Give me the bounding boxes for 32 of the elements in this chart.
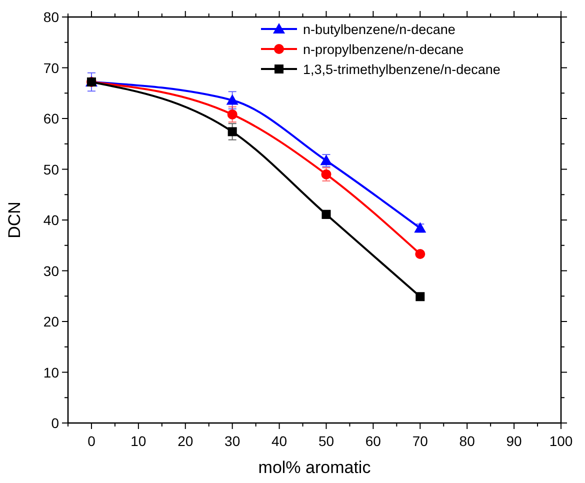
y-tick-label: 40 bbox=[43, 212, 60, 228]
x-tick-label: 90 bbox=[506, 433, 522, 449]
point bbox=[227, 109, 238, 120]
y-tick-label: 50 bbox=[43, 161, 60, 178]
y-tick-label: 30 bbox=[43, 262, 60, 279]
y-tick-label: 80 bbox=[43, 9, 60, 25]
y-tick-label: 10 bbox=[43, 364, 60, 380]
point bbox=[415, 249, 426, 260]
y-tick-label: 20 bbox=[43, 314, 60, 330]
point bbox=[226, 94, 238, 105]
x-tick-label: 30 bbox=[224, 433, 240, 449]
legend-label: 1,3,5-trimethylbenzene/n-decane bbox=[303, 62, 500, 77]
x-tick-label: 80 bbox=[459, 433, 476, 449]
point bbox=[321, 169, 332, 180]
legend-label: n-propylbenzene/n-decane bbox=[303, 42, 464, 57]
y-axis-title: DCN bbox=[5, 202, 24, 238]
x-tick-label: 10 bbox=[130, 433, 146, 449]
point bbox=[320, 154, 332, 166]
x-tick-label: 0 bbox=[88, 433, 96, 449]
x-tick-label: 100 bbox=[549, 433, 573, 449]
x-tick-label: 60 bbox=[365, 433, 382, 449]
y-tick-label: 70 bbox=[43, 60, 60, 76]
x-axis-title: mol% aromatic bbox=[258, 458, 372, 477]
point bbox=[416, 292, 425, 302]
x-tick-label: 50 bbox=[318, 433, 334, 449]
x-tick-label: 20 bbox=[178, 433, 194, 449]
point bbox=[228, 127, 237, 136]
x-tick-label: 40 bbox=[271, 433, 288, 449]
y-tick-label: 60 bbox=[43, 110, 60, 126]
x-tick-label: 70 bbox=[412, 433, 428, 449]
y-tick-label: 0 bbox=[51, 415, 60, 431]
legend-label: n-butylbenzene/n-decane bbox=[303, 22, 456, 37]
